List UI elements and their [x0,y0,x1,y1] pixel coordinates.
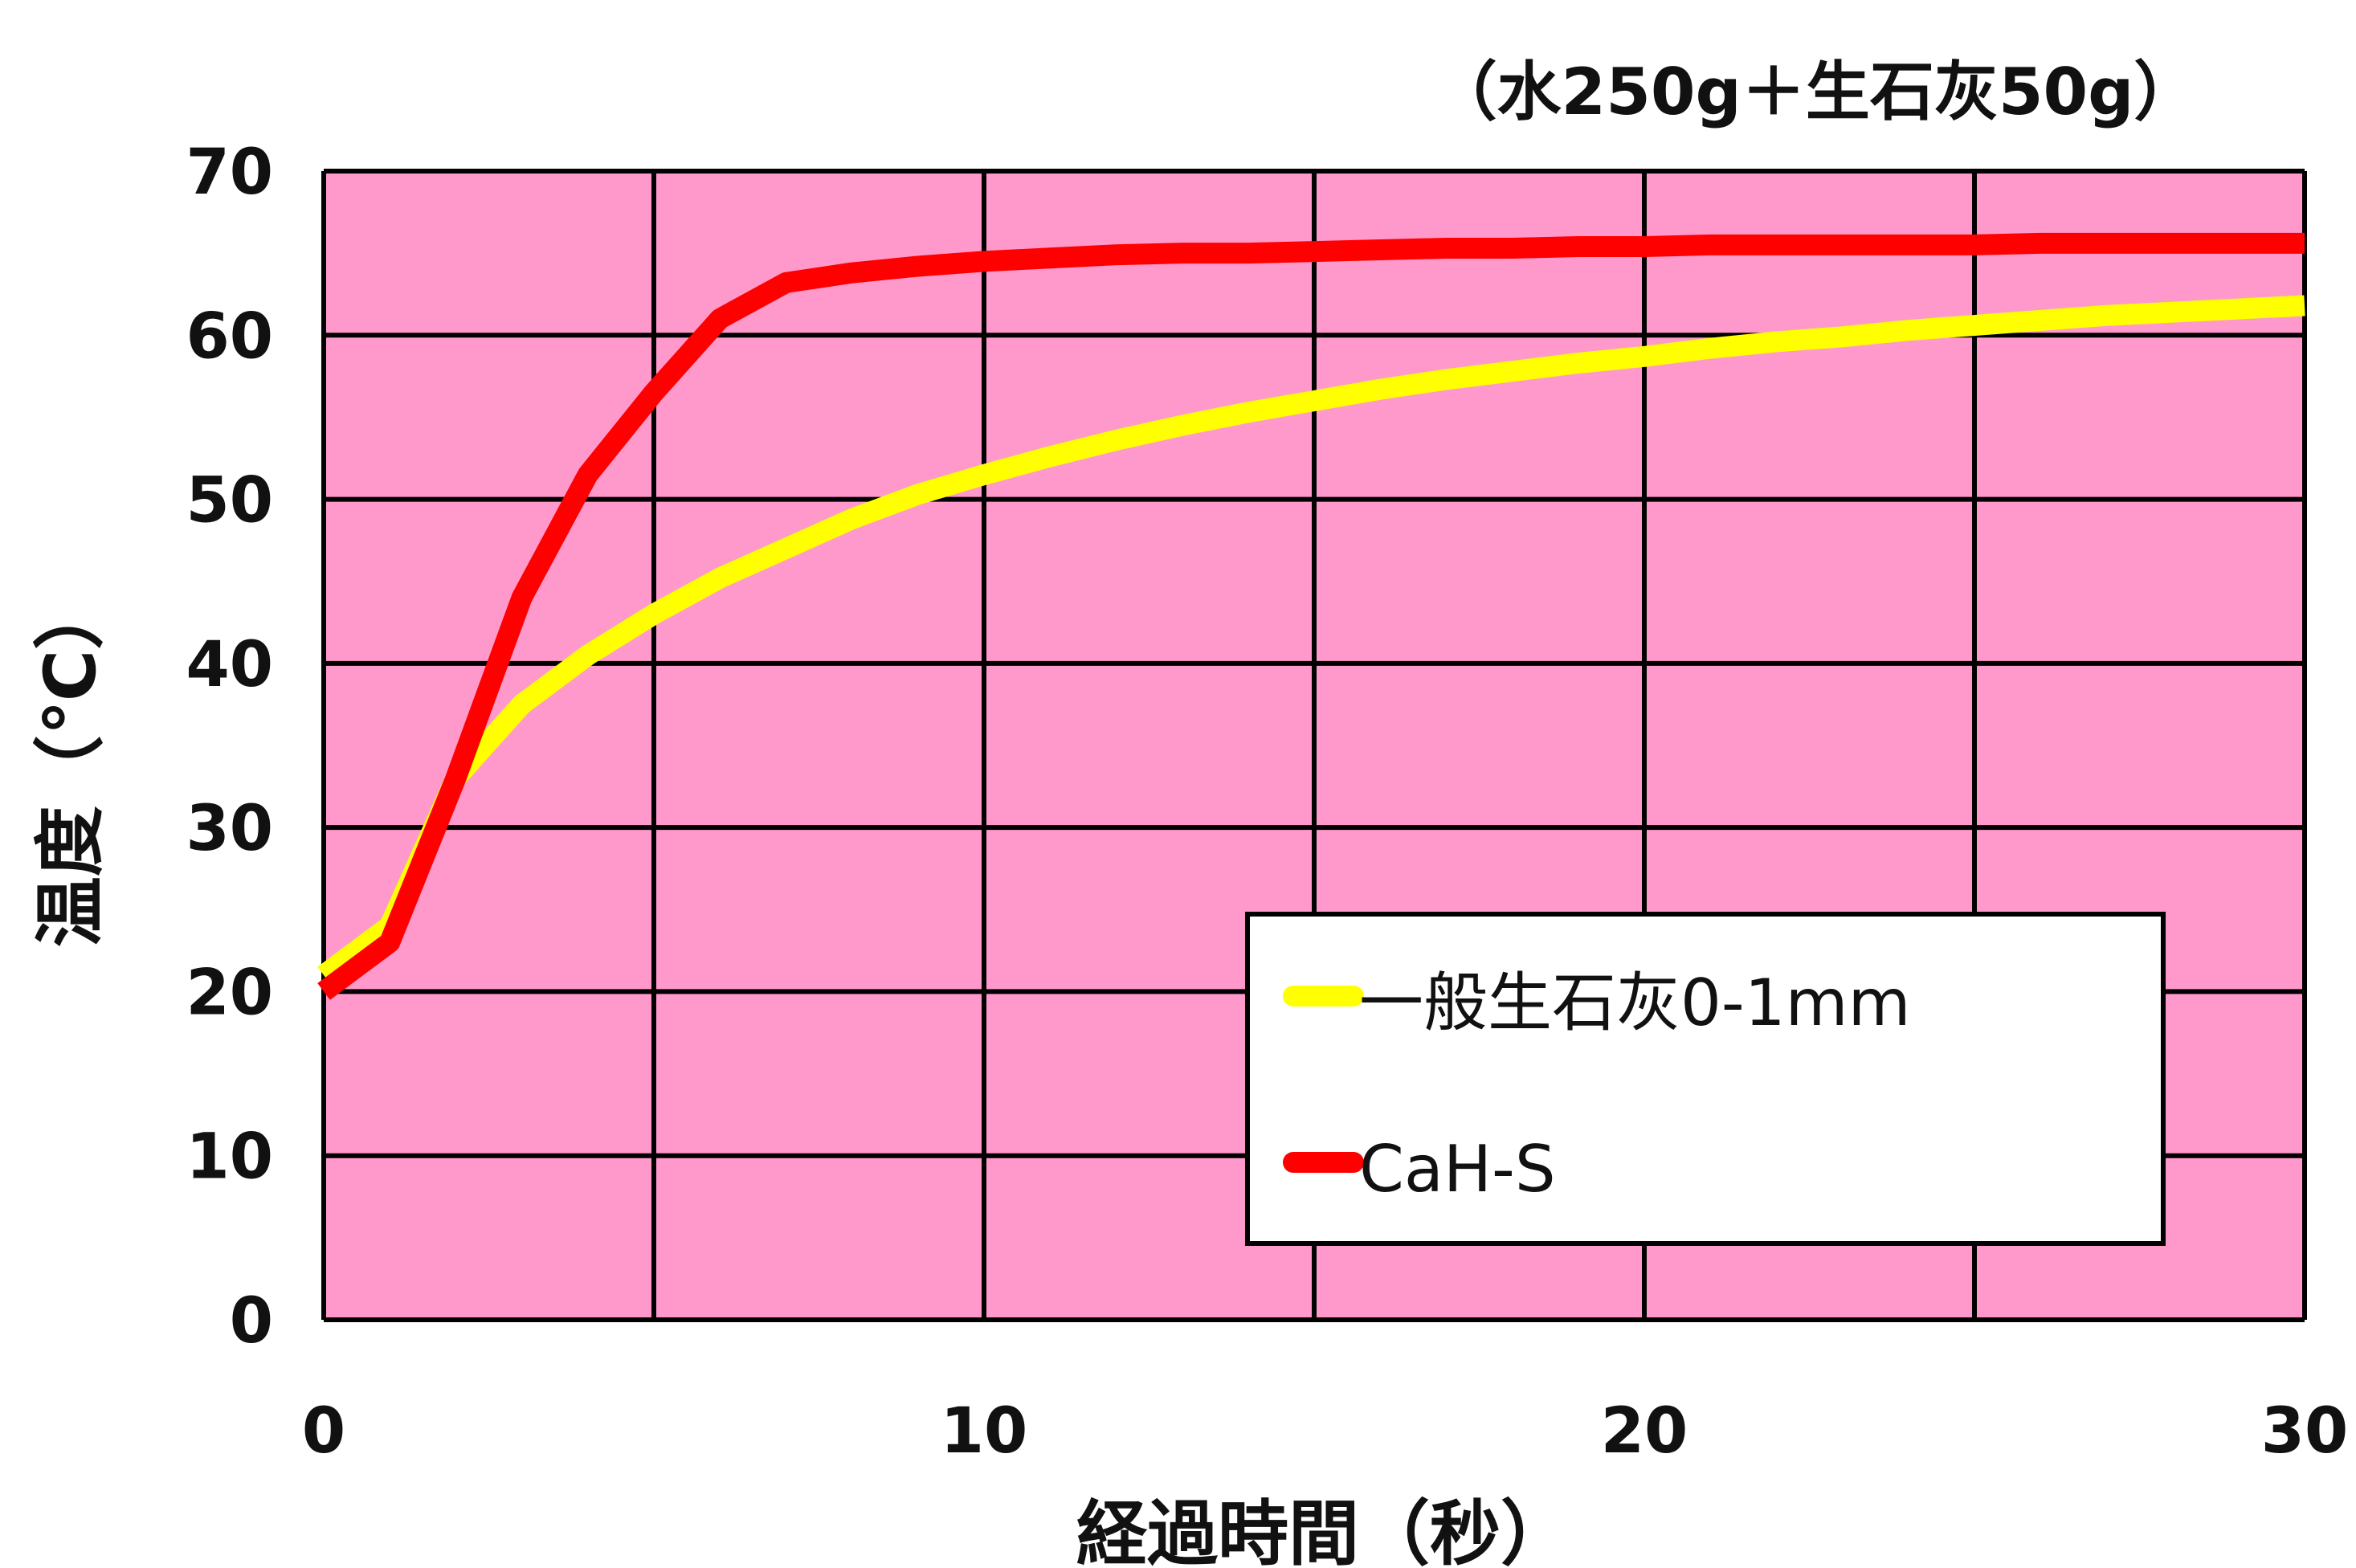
series-line-2 [317,232,2305,1000]
x-tick-label: 30 [2261,1395,2349,1468]
x-tick-label: 10 [941,1395,1028,1468]
y-tick-label: 70 [186,137,273,209]
y-tick-label: 50 [186,465,273,537]
chart-subtitle: （水250g＋生石灰50g） [1433,55,2199,129]
y-axis-label: 温度（℃） [29,579,112,948]
y-tick-label: 30 [186,793,273,865]
x-tick-label: 20 [1601,1395,1688,1468]
y-axis-ticks: 0 10 20 30 40 50 60 70 [186,137,273,1358]
legend-label-series-2: CaH-S [1359,1132,1556,1207]
series-line-1 [317,295,2305,984]
y-tick-label: 10 [186,1121,273,1194]
y-tick-label: 60 [186,300,273,373]
legend-box [1245,912,2166,1246]
series-layer [317,232,2305,1000]
x-axis-ticks: 0 10 20 30 [302,1395,2348,1468]
y-tick-label: 0 [230,1285,273,1358]
legend: 一般生石灰0-1mm CaH-S [1245,912,2166,1246]
y-tick-label: 40 [186,629,273,701]
x-axis-label: 経過時間（秒） [1076,1492,1571,1568]
x-tick-label: 0 [302,1395,345,1468]
y-tick-label: 20 [186,957,273,1029]
legend-label-series-1: 一般生石灰0-1mm [1359,966,1911,1040]
